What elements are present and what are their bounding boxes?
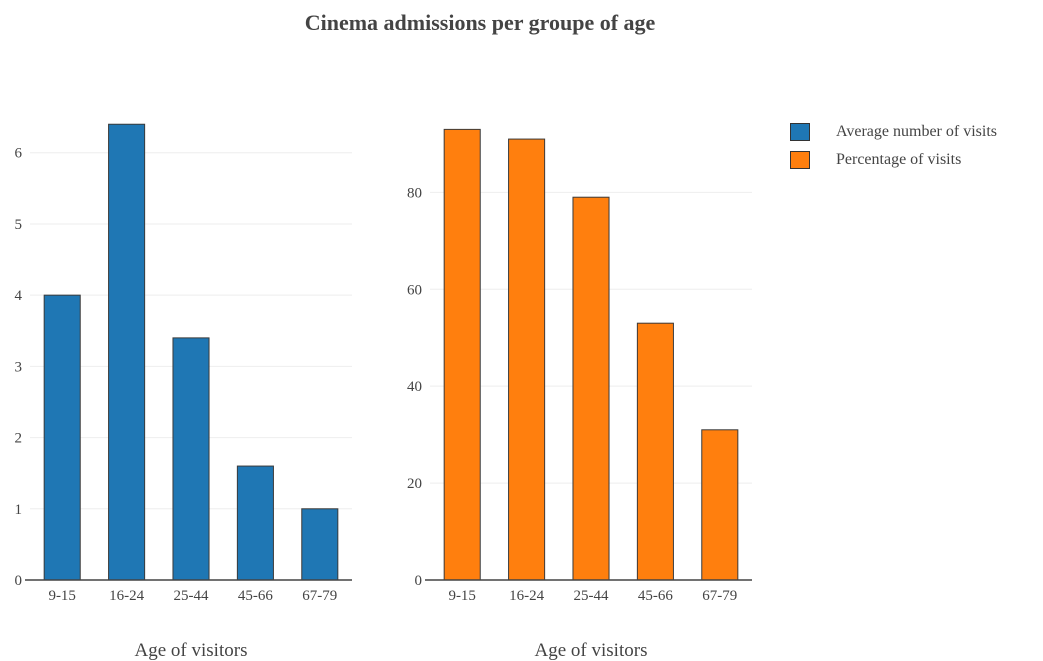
legend[interactable]: Average number of visits Percentage of v… <box>790 118 997 174</box>
y-tick-label: 2 <box>15 431 23 447</box>
bar[interactable] <box>572 196 610 581</box>
legend-swatch-blue <box>790 123 810 141</box>
y-tick-label: 4 <box>15 288 23 304</box>
x-tick-label: 25-44 <box>174 588 209 604</box>
y-tick-label: 1 <box>15 502 23 518</box>
y-tick-label: 0 <box>15 573 23 589</box>
y-tick-label: 0 <box>415 573 423 589</box>
bar[interactable] <box>636 322 674 581</box>
legend-item-average-visits[interactable]: Average number of visits <box>790 118 997 146</box>
x-tick-label: 67-79 <box>302 588 337 604</box>
x-tick-label: 67-79 <box>702 588 737 604</box>
x-tick-label: 25-44 <box>574 588 609 604</box>
y-tick-label: 80 <box>407 185 422 201</box>
bar[interactable] <box>701 429 739 581</box>
bar[interactable] <box>43 294 81 581</box>
y-tick-label: 60 <box>407 282 422 298</box>
bar[interactable] <box>172 337 210 581</box>
x-tick-label: 45-66 <box>238 588 273 604</box>
bar[interactable] <box>301 508 339 581</box>
y-tick-label: 20 <box>407 476 422 492</box>
x-tick-label: 45-66 <box>638 588 673 604</box>
x-tick-label: 9-15 <box>48 588 76 604</box>
x-axis-title: Age of visitors <box>535 640 648 661</box>
x-tick-label: 9-15 <box>448 588 476 604</box>
y-tick-label: 3 <box>15 359 23 375</box>
y-tick-label: 40 <box>407 379 422 395</box>
x-axis-title: Age of visitors <box>135 640 248 661</box>
bar[interactable] <box>236 465 274 581</box>
bar[interactable] <box>443 128 481 581</box>
legend-label: Average number of visits <box>836 123 997 140</box>
legend-item-percentage-visits[interactable]: Percentage of visits <box>790 146 997 174</box>
x-tick-label: 16-24 <box>109 588 144 604</box>
y-tick-label: 6 <box>15 146 23 162</box>
y-tick-label: 5 <box>15 217 23 233</box>
bar[interactable] <box>108 123 146 581</box>
bar[interactable] <box>508 138 546 581</box>
x-tick-label: 16-24 <box>509 588 544 604</box>
legend-label: Percentage of visits <box>836 151 962 168</box>
legend-swatch-orange <box>790 151 810 169</box>
chart-title: Cinema admissions per groupe of age <box>304 10 656 35</box>
